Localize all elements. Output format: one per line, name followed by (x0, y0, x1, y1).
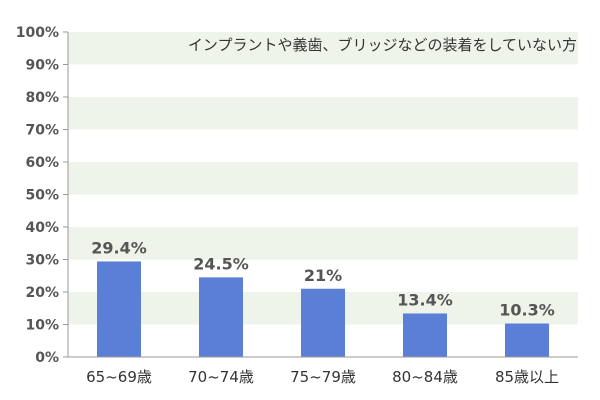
y-tick-label: 20% (25, 285, 59, 301)
data-label: 13.4% (397, 290, 453, 309)
y-tick-label: 70% (25, 123, 59, 139)
y-tick-label: 100% (16, 25, 59, 41)
x-category-label: 85歳以上 (495, 368, 559, 386)
chart-title: インプラントや義歯、ブリッジなどの装着をしていない方 (188, 36, 577, 54)
x-category-label: 65~69歳 (86, 368, 152, 386)
bar (199, 277, 243, 357)
axes (67, 32, 578, 358)
y-tick-label: 50% (25, 188, 59, 204)
x-category-label: 75~79歳 (290, 368, 356, 386)
bars (97, 261, 549, 357)
grid-band (68, 64, 578, 97)
grid-band (68, 97, 578, 130)
grid-band (68, 32, 578, 65)
grid-band (68, 227, 578, 260)
y-tick-label: 0% (35, 350, 59, 366)
grid-band (68, 129, 578, 162)
bar (505, 323, 549, 357)
x-category-label: 70~74歳 (188, 368, 254, 386)
bar (301, 288, 345, 357)
y-tick-label: 30% (25, 253, 59, 269)
data-label: 24.5% (193, 254, 249, 273)
grid-band (68, 162, 578, 195)
data-label: 21% (304, 266, 342, 285)
y-axis-ticks: 0% 10% 20% 30% 40% 50% 60% 70% 80% 90% 100% (16, 25, 68, 366)
grid-band (68, 259, 578, 292)
bar (403, 313, 447, 357)
y-tick-label: 60% (25, 155, 59, 171)
x-axis-labels: 65~69歳 70~74歳 75~79歳 80~84歳 85歳以上 (86, 368, 559, 386)
data-label: 29.4% (91, 238, 147, 257)
grid-band (68, 194, 578, 227)
grid-bands (68, 32, 578, 357)
x-category-label: 80~84歳 (392, 368, 458, 386)
y-tick-label: 90% (25, 58, 59, 74)
y-tick-label: 10% (25, 318, 59, 334)
bar (97, 261, 141, 357)
data-label: 10.3% (499, 301, 555, 320)
data-labels: 29.4% 24.5% 21% 13.4% 10.3% (91, 238, 555, 319)
y-tick-label: 40% (25, 220, 59, 236)
y-tick-label: 80% (25, 90, 59, 106)
